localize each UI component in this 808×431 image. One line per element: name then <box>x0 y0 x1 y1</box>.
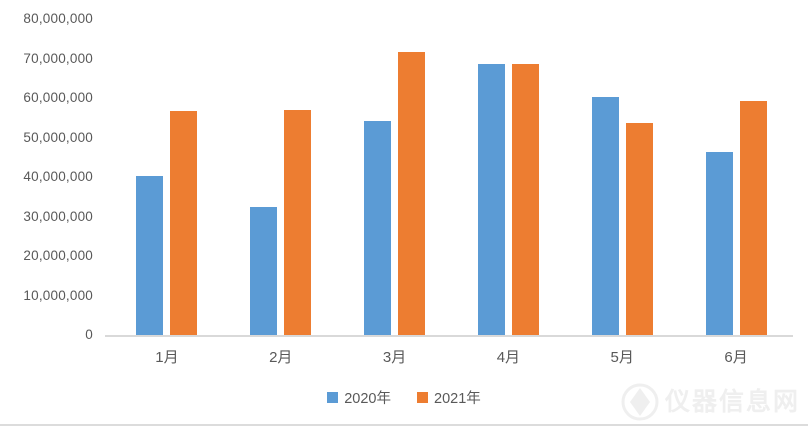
y-axis-tick-label: 50,000,000 <box>23 129 93 145</box>
x-axis-line <box>105 335 793 337</box>
bar-group-4月 <box>477 64 539 335</box>
legend-swatch-2021 <box>417 392 428 403</box>
y-axis-tick-label: 60,000,000 <box>23 90 93 105</box>
chart-legend: 2020年 2021年 <box>0 387 808 408</box>
bar-2020年-2月 <box>250 207 278 335</box>
bar-group-3月 <box>364 52 426 335</box>
bar-2020年-6月 <box>705 152 733 335</box>
x-axis-label-2月: 2月 <box>269 349 293 366</box>
x-axis-label-1月: 1月 <box>155 349 179 366</box>
bar-group-1月 <box>136 111 198 335</box>
x-axis-label-5月: 5月 <box>610 349 634 366</box>
legend-label-2020: 2020年 <box>344 391 391 407</box>
bar-2021年-6月 <box>739 101 767 335</box>
legend-swatch-2020 <box>327 392 339 403</box>
bar-group-6月 <box>705 101 767 335</box>
legend-item-2021: 2021年 <box>417 387 481 408</box>
bar-2021年-1月 <box>170 111 198 335</box>
bar-2020年-3月 <box>364 121 392 335</box>
x-axis-labels: 1月 2月 3月 4月 5月 6月 <box>110 346 793 367</box>
legend-item-2020: 2020年 <box>327 387 391 408</box>
bar-group-5月 <box>591 97 653 335</box>
x-axis-label-3月: 3月 <box>382 349 407 366</box>
x-axis-label-6月: 6月 <box>724 349 748 366</box>
bar-2021年-5月 <box>625 123 653 335</box>
bar-group-2月 <box>250 110 312 335</box>
y-axis-labels: 0 10,000,000 20,000,000 30,000,000 40,000,00… <box>0 0 93 360</box>
bar-2020年-5月 <box>591 97 619 335</box>
y-axis-tick-label: 30,000,000 <box>23 208 93 224</box>
y-axis-tick-label: 10,000,000 <box>23 287 93 303</box>
bar-2021年-3月 <box>398 52 426 335</box>
bottom-divider <box>0 424 808 426</box>
bar-2020年-4月 <box>477 64 505 335</box>
legend-label-2021: 2021年 <box>434 391 481 407</box>
bar-2020年-1月 <box>136 176 164 335</box>
y-axis-tick-label: 20,000,000 <box>23 248 93 263</box>
plot-area <box>110 19 793 335</box>
bar-2021年-2月 <box>284 110 312 335</box>
y-axis-tick-label: 0 <box>85 327 93 342</box>
x-axis-label-4月: 4月 <box>496 349 521 366</box>
y-axis-tick-label: 80,000,000 <box>23 11 93 26</box>
y-axis-tick-label: 40,000,000 <box>23 169 93 184</box>
bar-2021年-4月 <box>511 64 539 335</box>
y-axis-tick-label: 70,000,000 <box>23 50 93 66</box>
